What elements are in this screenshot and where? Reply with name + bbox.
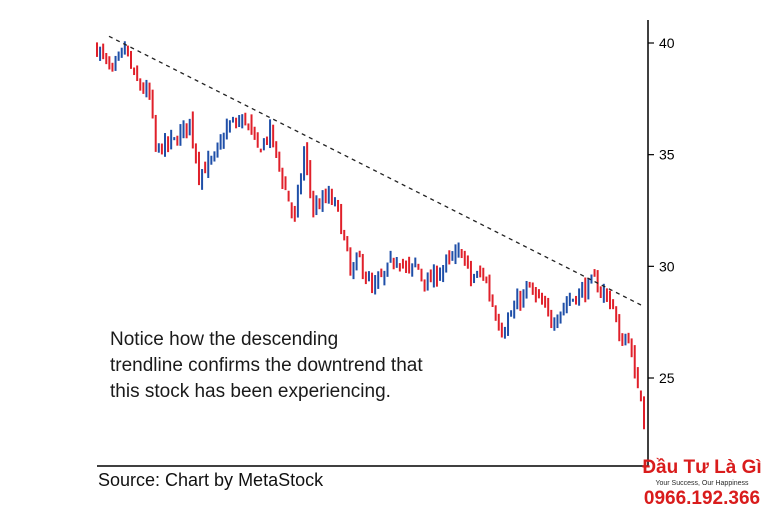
y-tick-label: 30 [659, 258, 675, 274]
annotation-line-1: Notice how the descending [110, 329, 339, 350]
watermark-logo: Đầu Tư Là Gì Your Success, Our Happiness… [634, 457, 770, 510]
y-tick-label: 35 [659, 147, 675, 163]
y-axis-ticks: 40 35 30 25 [648, 35, 675, 386]
annotation-line-3: this stock has been experiencing. [110, 381, 391, 402]
y-tick-label: 25 [659, 370, 675, 386]
descending-trendline [108, 35, 645, 308]
watermark-name: Đầu Tư Là Gì [642, 457, 762, 478]
watermark-phone: 0966.192.366 [643, 488, 761, 509]
chart-source: Source: Chart by MetaStock [98, 470, 324, 490]
price-candles [96, 41, 645, 430]
annotation-line-2: trendline confirms the downtrend that [110, 355, 423, 376]
y-tick-label: 40 [659, 35, 675, 51]
watermark-tagline: Your Success, Our Happiness [655, 480, 749, 487]
chart-annotation: Notice how the descending trendline conf… [110, 327, 530, 405]
